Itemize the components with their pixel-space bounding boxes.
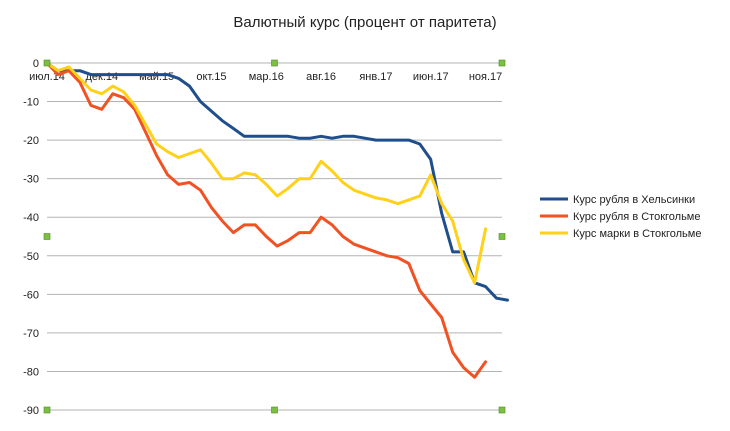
x-tick-label: май.15 bbox=[139, 71, 174, 83]
series-line-2 bbox=[45, 61, 488, 379]
resize-handle[interactable] bbox=[271, 59, 278, 67]
resize-handle[interactable] bbox=[43, 406, 51, 414]
y-tick-label: -70 bbox=[23, 328, 39, 340]
x-axis-ticks: июл.14 дек.14 май.15 окт.15 мар.16 авг.16 янв.… bbox=[29, 71, 502, 83]
resize-handle[interactable] bbox=[43, 233, 51, 240]
y-tick-label: -80 bbox=[23, 366, 39, 378]
x-tick-label: июн.17 bbox=[413, 71, 449, 83]
legend-label: Курс марки в Стокгольме bbox=[573, 228, 701, 240]
y-axis-ticks: 0 -10 -20 -30 -40 -50 -60 -70 -80 -90 bbox=[23, 58, 39, 417]
x-tick-label: янв.17 bbox=[359, 71, 392, 83]
y-tick-label: 0 bbox=[33, 58, 39, 70]
y-tick-label: -50 bbox=[23, 251, 39, 263]
y-tick-label: -30 bbox=[23, 174, 39, 186]
series-line-3 bbox=[45, 61, 488, 285]
x-tick-label: авг.16 bbox=[306, 71, 336, 83]
legend-label: Курс рубля в Хельсинки bbox=[573, 194, 695, 206]
legend: Курс рубля в Хельсинки Курс рубля в Стокг… bbox=[540, 194, 701, 240]
legend-label: Курс рубля в Стокгольме bbox=[573, 211, 700, 223]
x-tick-label: окт.15 bbox=[196, 71, 226, 83]
y-tick-label: -20 bbox=[23, 135, 39, 147]
y-tick-label: -90 bbox=[23, 405, 39, 417]
selection-handles[interactable] bbox=[43, 59, 506, 414]
chart-title: Валютный курс (процент от паритета) bbox=[233, 14, 496, 31]
series-line-1 bbox=[45, 61, 509, 302]
y-tick-label: -40 bbox=[23, 212, 39, 224]
resize-handle[interactable] bbox=[498, 233, 506, 240]
resize-handle[interactable] bbox=[43, 59, 51, 67]
x-tick-label: ноя.17 bbox=[469, 71, 502, 83]
resize-handle[interactable] bbox=[498, 59, 506, 67]
x-tick-label: мар.16 bbox=[249, 71, 284, 83]
y-tick-label: -60 bbox=[23, 289, 39, 301]
resize-handle[interactable] bbox=[498, 406, 506, 414]
series-lines bbox=[45, 61, 509, 379]
resize-handle[interactable] bbox=[271, 406, 278, 414]
y-tick-label: -10 bbox=[23, 97, 39, 109]
grid-lines bbox=[47, 62, 502, 411]
x-tick-label: дек.14 bbox=[85, 71, 118, 83]
